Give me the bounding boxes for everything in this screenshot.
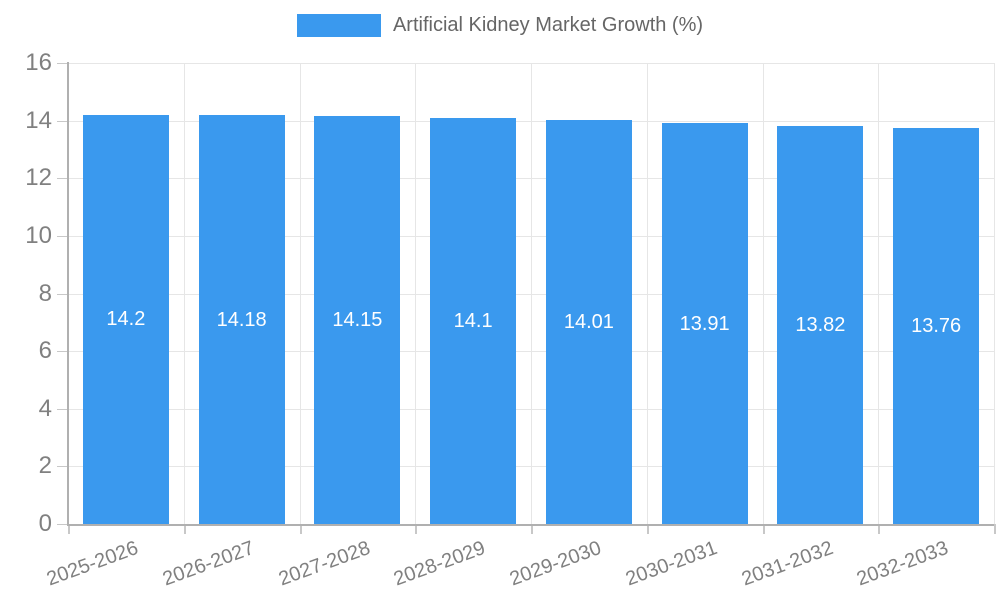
bar[interactable]	[314, 116, 401, 524]
bar[interactable]	[430, 117, 517, 524]
y-axis-tick-label: 8	[38, 280, 52, 307]
y-axis-line	[67, 62, 69, 524]
x-axis-tick-label: 2027-2028	[275, 537, 373, 591]
legend: Artificial Kidney Market Growth (%)	[0, 14, 1000, 37]
x-gridline	[300, 63, 301, 524]
x-gridline	[647, 63, 648, 524]
bar-value-label: 14.15	[332, 309, 383, 332]
x-tick-mark	[647, 524, 649, 534]
y-axis-tick-label: 6	[38, 337, 52, 364]
y-axis-tick-label: 0	[38, 510, 52, 537]
x-gridline	[184, 63, 185, 524]
bar-value-label: 13.91	[679, 312, 730, 335]
y-tick-mark	[57, 466, 68, 467]
x-axis-tick-label: 2028-2029	[391, 537, 489, 591]
bar-value-label: 13.82	[795, 313, 846, 336]
x-axis-tick-label: 2026-2027	[159, 537, 258, 591]
x-tick-mark	[878, 524, 880, 534]
x-axis-tick-label: 2029-2030	[506, 537, 605, 591]
y-axis-tick-label: 10	[25, 222, 52, 249]
bar[interactable]	[893, 127, 980, 524]
bar[interactable]	[82, 114, 169, 524]
x-axis-tick-label: 2030-2031	[622, 537, 721, 591]
y-tick-mark	[57, 236, 68, 237]
x-tick-mark	[994, 524, 996, 534]
y-tick-mark	[57, 351, 68, 352]
bar-value-label: 14.1	[453, 309, 493, 332]
x-axis-line	[67, 524, 994, 526]
legend-swatch-icon	[296, 14, 381, 37]
bar-value-label: 14.01	[563, 311, 614, 334]
x-gridline	[994, 63, 995, 524]
y-tick-mark	[57, 178, 68, 179]
x-gridline	[531, 63, 532, 524]
y-tick-mark	[57, 409, 68, 410]
y-tick-mark	[57, 63, 68, 64]
x-tick-mark	[763, 524, 765, 534]
x-gridline	[415, 63, 416, 524]
y-tick-mark	[57, 294, 68, 295]
x-tick-mark	[531, 524, 533, 534]
x-gridline	[763, 63, 764, 524]
bar[interactable]	[198, 115, 285, 524]
x-gridline	[878, 63, 879, 524]
x-axis-tick-label: 2031-2032	[738, 537, 836, 591]
legend-label: Artificial Kidney Market Growth (%)	[392, 14, 704, 36]
y-axis-tick-label: 14	[25, 107, 52, 134]
x-tick-mark	[184, 524, 186, 534]
y-tick-mark	[57, 524, 68, 525]
bar[interactable]	[777, 125, 864, 524]
x-tick-mark	[415, 524, 417, 534]
bar-value-label: 13.76	[911, 314, 962, 337]
y-tick-mark	[57, 121, 68, 122]
y-axis-tick-label: 2	[38, 452, 52, 479]
x-tick-mark	[300, 524, 302, 534]
legend-item[interactable]: Artificial Kidney Market Growth (%)	[296, 14, 704, 37]
y-axis-tick-label: 12	[25, 164, 52, 191]
bar-value-label: 14.18	[216, 308, 267, 331]
x-axis-tick-label: 2032-2033	[854, 537, 952, 591]
bar[interactable]	[661, 123, 748, 524]
x-axis-tick-label: 2025-2026	[43, 537, 142, 591]
y-axis-tick-label: 4	[38, 395, 52, 422]
x-tick-mark	[68, 524, 70, 534]
bar[interactable]	[545, 120, 632, 524]
bar-value-label: 14.2	[106, 308, 146, 331]
y-axis-tick-label: 16	[25, 49, 52, 76]
